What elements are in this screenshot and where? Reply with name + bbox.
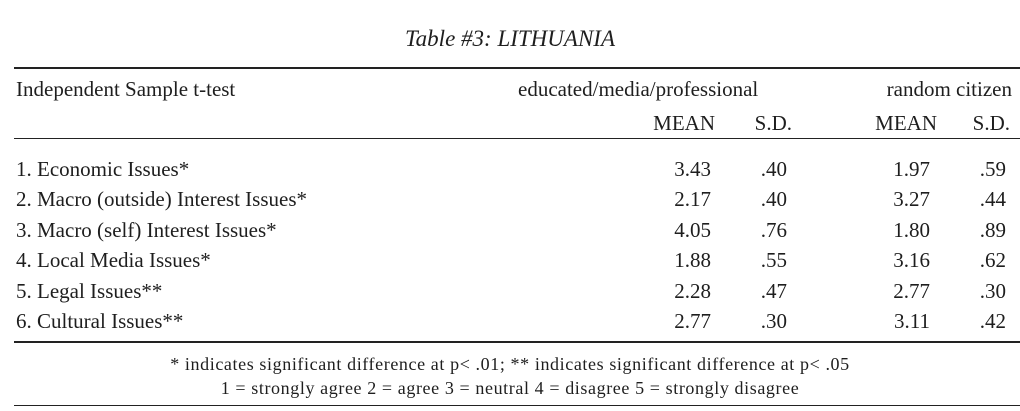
cell-random-mean: 3.27 bbox=[893, 187, 930, 211]
row-label: 5. Legal Issues** bbox=[16, 279, 163, 303]
cell-educated-sd: .40 bbox=[760, 187, 787, 211]
row-label: 6. Cultural Issues** bbox=[16, 309, 184, 333]
significance-note: * indicates significant difference at p<… bbox=[170, 354, 850, 374]
header-g2-sd: S.D. bbox=[972, 111, 1010, 135]
cell-educated-mean: 2.77 bbox=[674, 309, 711, 333]
cell-random-sd: .62 bbox=[979, 248, 1006, 272]
bottom-rule bbox=[14, 405, 1020, 406]
cell-educated-mean: 4.05 bbox=[674, 218, 711, 242]
cell-random-mean: 1.97 bbox=[893, 157, 930, 181]
cell-random-mean: 1.80 bbox=[893, 218, 930, 242]
cell-educated-sd: .30 bbox=[760, 309, 787, 333]
header-test-label: Independent Sample t-test bbox=[16, 77, 236, 101]
cell-random-mean: 3.11 bbox=[894, 309, 930, 333]
table-title: Table #3: LITHUANIA bbox=[405, 26, 615, 51]
row-label: 3. Macro (self) Interest Issues* bbox=[16, 218, 277, 242]
header-group-educated: educated/media/professional bbox=[518, 77, 759, 101]
header-g1-mean: MEAN bbox=[653, 111, 715, 135]
header-rule bbox=[14, 138, 1020, 139]
row-label: 4. Local Media Issues* bbox=[16, 248, 211, 272]
cell-random-sd: .59 bbox=[979, 157, 1006, 181]
cell-educated-mean: 2.28 bbox=[674, 279, 711, 303]
row-label: 2. Macro (outside) Interest Issues* bbox=[16, 187, 308, 211]
row-label: 1. Economic Issues* bbox=[16, 157, 190, 181]
header-g1-sd: S.D. bbox=[754, 111, 792, 135]
cell-educated-sd: .55 bbox=[760, 248, 787, 272]
footer-rule bbox=[14, 341, 1020, 343]
cell-educated-sd: .76 bbox=[760, 218, 787, 242]
cell-random-sd: .42 bbox=[979, 309, 1006, 333]
cell-educated-sd: .40 bbox=[760, 157, 787, 181]
header-g2-mean: MEAN bbox=[875, 111, 937, 135]
cell-educated-mean: 2.17 bbox=[674, 187, 711, 211]
cell-educated-mean: 1.88 bbox=[674, 248, 711, 272]
cell-random-sd: .44 bbox=[979, 187, 1006, 211]
cell-educated-sd: .47 bbox=[760, 279, 787, 303]
cell-random-sd: .89 bbox=[979, 218, 1006, 242]
cell-random-sd: .30 bbox=[979, 279, 1006, 303]
cell-educated-mean: 3.43 bbox=[674, 157, 711, 181]
scale-note: 1 = strongly agree 2 = agree 3 = neutral… bbox=[220, 378, 800, 398]
header-group-random: random citizen bbox=[886, 77, 1012, 101]
cell-random-mean: 3.16 bbox=[893, 248, 930, 272]
cell-random-mean: 2.77 bbox=[893, 279, 930, 303]
top-rule bbox=[14, 67, 1020, 69]
